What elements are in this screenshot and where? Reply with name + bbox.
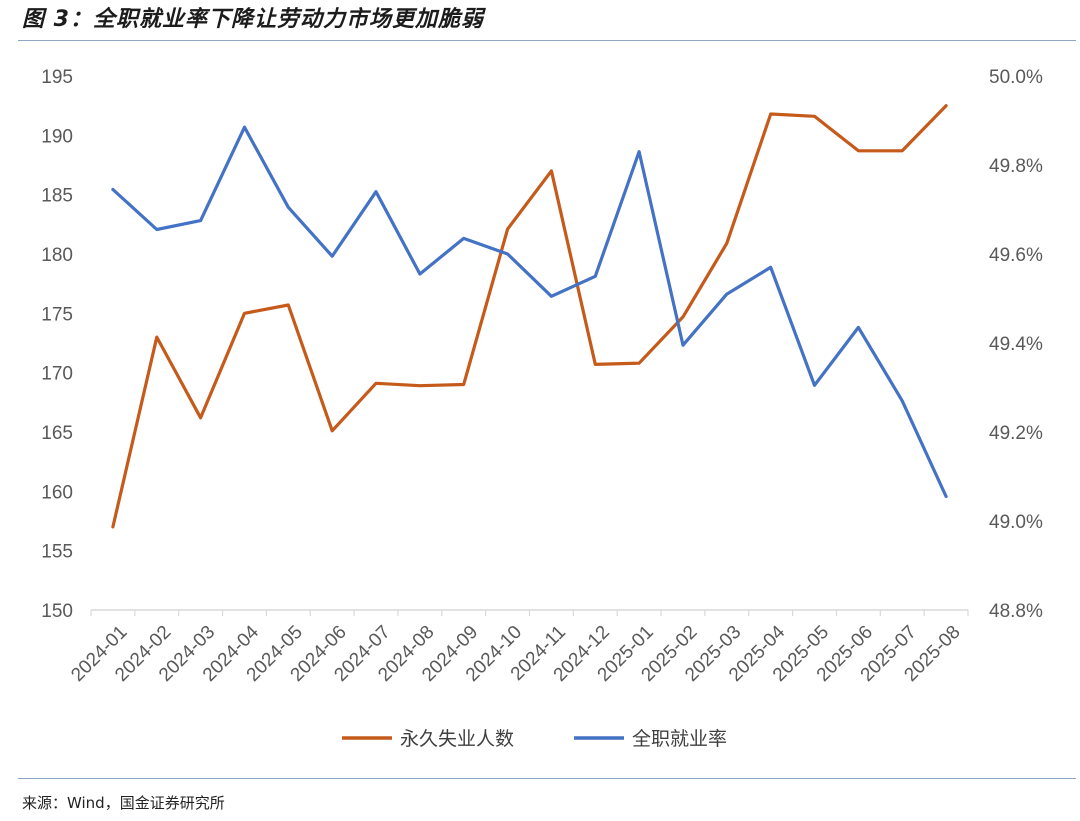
left-axis-tick-label: 175 xyxy=(41,304,73,325)
chart-axes: 150 155 160 165 170 175 180 185 190 195 48.8% 49.0%… xyxy=(41,67,1043,686)
chart-series xyxy=(111,104,948,529)
right-axis-tick-label: 49.6% xyxy=(989,245,1043,266)
source-note: 来源：Wind，国金证券研究所 xyxy=(22,794,225,812)
legend-label-1: 永久失业人数 xyxy=(400,728,514,750)
top-divider xyxy=(18,40,1076,41)
left-axis-tick-label: 170 xyxy=(41,364,73,385)
left-axis-tick-label: 165 xyxy=(41,423,73,444)
figure-title: 图 3：全职就业率下降让劳动力市场更加脆弱 xyxy=(22,7,484,32)
left-axis-tick-label: 150 xyxy=(41,601,73,622)
bottom-divider xyxy=(18,778,1076,779)
left-axis-tick-label: 190 xyxy=(41,126,73,147)
right-axis-tick-label: 48.8% xyxy=(989,601,1043,622)
series-line-1 xyxy=(111,104,948,529)
left-axis-tick-label: 180 xyxy=(41,245,73,266)
right-axis-tick-label: 49.4% xyxy=(989,334,1043,355)
left-axis-tick-label: 160 xyxy=(41,482,73,503)
right-axis-tick-label: 49.2% xyxy=(989,423,1043,444)
legend-label-2: 全职就业率 xyxy=(632,728,727,750)
chart-legend: 永久失业人数 全职就业率 xyxy=(342,728,727,750)
series-line-2 xyxy=(111,125,948,499)
right-axis-tick-label: 50.0% xyxy=(989,67,1043,88)
left-axis-tick-label: 195 xyxy=(41,67,73,88)
dual-axis-line-chart: 150 155 160 165 170 175 180 185 190 195 48.8% 49.0%… xyxy=(41,67,1043,750)
left-axis-tick-label: 185 xyxy=(41,186,73,207)
left-axis-tick-label: 155 xyxy=(41,542,73,563)
right-axis-tick-label: 49.8% xyxy=(989,156,1043,177)
right-axis-tick-label: 49.0% xyxy=(989,512,1043,533)
